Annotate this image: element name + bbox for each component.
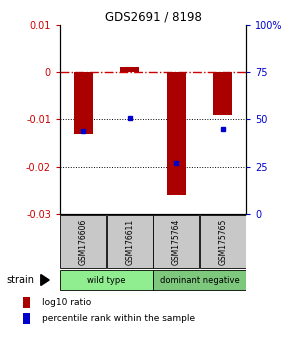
Bar (61, 270, 152, 290)
Text: GSM176606: GSM176606 (79, 218, 88, 265)
Bar (167, 72, 185, 195)
Polygon shape (41, 275, 49, 285)
Title: GDS2691 / 8198: GDS2691 / 8198 (105, 11, 201, 24)
Text: wild type: wild type (87, 275, 126, 285)
Bar (74, 72, 93, 134)
Bar (121, 67, 139, 72)
Text: strain: strain (6, 275, 34, 285)
Bar (61, 215, 106, 268)
Bar (107, 215, 152, 268)
Text: percentile rank within the sample: percentile rank within the sample (42, 314, 195, 323)
Bar (200, 215, 245, 268)
Text: GSM176611: GSM176611 (125, 218, 134, 265)
Bar (214, 72, 232, 115)
Bar (23, 297, 30, 308)
Text: GSM175765: GSM175765 (218, 218, 227, 265)
Bar (23, 313, 30, 324)
Text: log10 ratio: log10 ratio (42, 298, 91, 307)
Text: GSM175764: GSM175764 (172, 218, 181, 265)
Text: dominant negative: dominant negative (160, 275, 239, 285)
Bar (154, 270, 245, 290)
Bar (154, 215, 199, 268)
